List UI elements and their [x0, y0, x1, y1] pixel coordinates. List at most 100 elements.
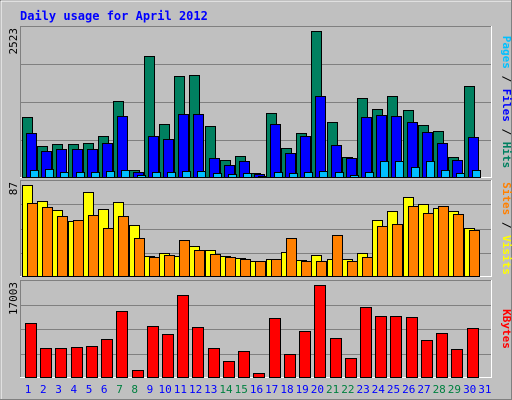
x-tick-label: 27	[417, 383, 430, 396]
bar-sites-day-10	[164, 255, 175, 277]
bar-kbytes-day-19	[299, 331, 311, 378]
bar-pages-day-12	[197, 171, 206, 178]
bar-sites-day-12	[194, 250, 205, 277]
bar-sites-day-23	[362, 257, 373, 277]
bar-kbytes-day-8	[132, 370, 144, 378]
bar-files-day-19	[300, 136, 311, 178]
bar-sites-day-8	[134, 238, 145, 277]
bar-kbytes-day-10	[162, 334, 174, 378]
bar-kbytes-day-25	[390, 316, 402, 378]
bar-kbytes-day-27	[421, 340, 433, 378]
bar-kbytes-day-26	[406, 317, 418, 378]
bar-sites-day-16	[255, 261, 266, 277]
panel2-series-legend: Sites / Visits	[500, 182, 512, 275]
panel1-ymax-label: 2523	[7, 28, 20, 55]
legend-part: Files	[500, 89, 512, 122]
panel2-ymax-label: 87	[7, 182, 20, 195]
bar-pages-day-1	[30, 170, 39, 178]
panel1-series-legend: Pages / Files / Hits	[500, 36, 512, 169]
bar-kbytes-day-29	[451, 349, 463, 378]
bar-kbytes-day-9	[147, 326, 159, 378]
bar-files-day-12	[193, 114, 204, 178]
bar-sites-day-28	[438, 206, 449, 277]
bar-sites-day-25	[392, 224, 403, 277]
bar-sites-day-15	[240, 259, 251, 277]
x-tick-label: 31	[478, 383, 491, 396]
bar-sites-day-22	[347, 261, 358, 277]
bar-files-day-20	[315, 96, 326, 178]
bar-kbytes-day-1	[25, 323, 37, 378]
bar-kbytes-day-5	[86, 346, 98, 378]
bar-sites-day-4	[73, 220, 84, 277]
bar-sites-day-29	[453, 214, 464, 277]
bar-pages-day-13	[213, 173, 222, 178]
bar-pages-day-28	[441, 170, 450, 178]
bar-files-day-23	[361, 117, 372, 178]
x-tick-label: 3	[55, 383, 62, 396]
x-tick-label: 12	[189, 383, 202, 396]
bar-pages-day-20	[319, 171, 328, 178]
bar-kbytes-day-23	[360, 307, 372, 378]
bar-pages-day-14	[228, 174, 237, 178]
bar-files-day-11	[178, 114, 189, 178]
hits-files-pages-panel	[20, 26, 492, 178]
x-tick-label: 29	[448, 383, 461, 396]
bar-kbytes-day-17	[269, 318, 281, 378]
bar-files-day-7	[117, 116, 128, 178]
x-tick-label: 23	[356, 383, 369, 396]
bar-kbytes-day-22	[345, 358, 357, 378]
legend-part: /	[500, 69, 512, 89]
bar-pages-day-24	[380, 161, 389, 178]
bar-pages-day-30	[472, 170, 481, 178]
x-tick-label: 13	[204, 383, 217, 396]
x-tick-label: 11	[174, 383, 187, 396]
bar-files-day-22	[346, 158, 357, 178]
bar-kbytes-day-7	[116, 311, 128, 378]
bar-sites-day-24	[377, 226, 388, 277]
bar-files-day-10	[163, 139, 174, 178]
bar-sites-day-3	[57, 216, 68, 277]
bar-pages-day-25	[395, 161, 404, 178]
bar-pages-day-8	[137, 175, 146, 178]
legend-part: KBytes	[500, 309, 512, 349]
legend-part: Sites	[500, 182, 512, 215]
bar-pages-day-16	[258, 176, 267, 178]
x-tick-label: 8	[131, 383, 138, 396]
x-axis-day-labels: 1 2 3 4 5 6 7 8 9 10 11 12 13 14 15 16 17 18 19 20 21 22 23 24 2…	[25, 383, 492, 396]
x-tick-label: 28	[433, 383, 446, 396]
x-tick-label: 1	[25, 383, 32, 396]
bar-pages-day-5	[91, 172, 100, 178]
bar-kbytes-day-28	[436, 333, 448, 378]
kbytes-panel	[20, 280, 492, 378]
legend-part: Visits	[500, 235, 512, 275]
bar-pages-day-29	[456, 173, 465, 178]
x-tick-label: 19	[296, 383, 309, 396]
bar-sites-day-26	[408, 206, 419, 277]
bar-kbytes-day-12	[192, 327, 204, 378]
bar-kbytes-day-4	[71, 347, 83, 378]
bar-sites-day-18	[286, 238, 297, 277]
bar-sites-day-27	[423, 213, 434, 277]
x-tick-label: 6	[101, 383, 108, 396]
bar-sites-day-5	[88, 215, 99, 277]
x-tick-label: 5	[86, 383, 93, 396]
x-tick-label: 20	[311, 383, 324, 396]
x-tick-label: 4	[70, 383, 77, 396]
bar-kbytes-day-24	[375, 316, 387, 378]
bar-kbytes-day-11	[177, 295, 189, 378]
bar-sites-day-19	[301, 261, 312, 277]
bar-sites-day-17	[271, 259, 282, 277]
x-tick-label: 9	[147, 383, 154, 396]
bar-kbytes-day-21	[330, 338, 342, 378]
bar-kbytes-day-16	[253, 373, 265, 378]
bar-kbytes-day-18	[284, 354, 296, 378]
bar-pages-day-21	[335, 172, 344, 178]
x-tick-label: 25	[387, 383, 400, 396]
x-tick-label: 30	[463, 383, 476, 396]
bar-kbytes-day-2	[40, 348, 52, 378]
bar-files-day-17	[270, 124, 281, 178]
x-tick-label: 10	[158, 383, 171, 396]
bar-sites-day-6	[103, 228, 114, 277]
bar-pages-day-10	[167, 172, 176, 178]
